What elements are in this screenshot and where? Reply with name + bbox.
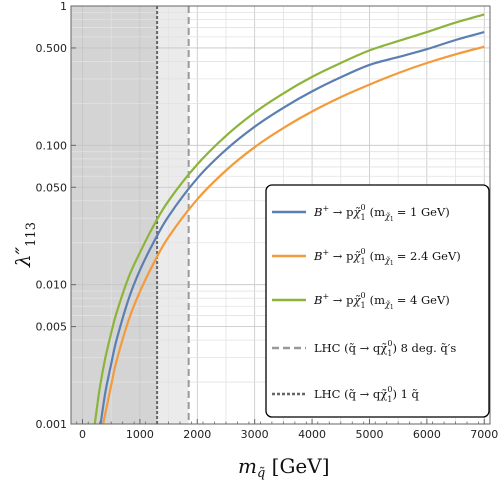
excluded-regions xyxy=(71,6,189,424)
series-line-2 xyxy=(102,45,485,425)
y-axis-title-group: λ″113 xyxy=(11,222,39,268)
curves xyxy=(93,13,485,425)
legend-entry-1: B+ → pχ̃10 (mχ̃1= 1 GeV) xyxy=(313,203,450,223)
lhc-bound-lines xyxy=(156,6,190,424)
y-tick-label: 1 xyxy=(60,0,67,13)
y-axis-title: λ″113 xyxy=(11,222,39,268)
x-tick-label: 5000 xyxy=(355,428,383,441)
y-tick-label: 0.050 xyxy=(36,181,68,194)
legend: B+ → pχ̃10 (mχ̃1= 1 GeV) B+ → pχ̃10 (mχ̃1=… xyxy=(265,184,490,418)
x-tick-label: 6000 xyxy=(413,428,441,441)
y-tick-label: 0.010 xyxy=(36,279,68,292)
x-tick-label: 0 xyxy=(79,428,86,441)
y-tick-label: 0.500 xyxy=(36,42,68,55)
legend-swatches xyxy=(272,210,306,396)
y-tick-label: 0.005 xyxy=(36,321,68,334)
x-tick-label: 1000 xyxy=(126,428,154,441)
x-tick-label: 7000 xyxy=(470,428,498,441)
excluded-region-2 xyxy=(71,6,158,424)
legend-entry-3: B+ → pχ̃10 (mχ̃1= 4 GeV) xyxy=(313,291,450,311)
legend-entry-lhc-1: LHC (q̃ → qχ̃10) 1 q̃ xyxy=(314,385,420,404)
x-axis-ticks: 0 1000 2000 3000 4000 5000 6000 7000 xyxy=(76,419,498,441)
x-tick-label: 2000 xyxy=(183,428,211,441)
x-axis-sub: q̃ xyxy=(257,466,265,481)
x-tick-label: 3000 xyxy=(241,428,269,441)
x-axis-var: m xyxy=(238,454,257,478)
x-axis-unit: [GeV] xyxy=(265,454,329,478)
x-tick-label: 4000 xyxy=(298,428,326,441)
y-axis-ticks: 0.001 0.005 0.010 0.050 0.100 0.500 1 xyxy=(36,0,76,431)
legend-box xyxy=(265,184,490,418)
y-axis-var: λ″ xyxy=(11,246,35,268)
y-tick-label: 0.001 xyxy=(36,418,68,431)
series-line-3 xyxy=(93,13,485,425)
plot-frame xyxy=(70,5,491,425)
legend-entry-2: B+ → pχ̃10 (mχ̃1= 2.4 GeV) xyxy=(313,247,461,267)
x-axis-title: mq̃ [GeV] xyxy=(238,454,330,481)
legend-entry-lhc-8: LHC (q̃ → qχ̃10) 8 deg. q̃′s xyxy=(314,339,456,358)
y-tick-label: 0.100 xyxy=(36,139,68,152)
y-axis-sub: 113 xyxy=(24,222,39,247)
series-line-1 xyxy=(99,31,485,425)
